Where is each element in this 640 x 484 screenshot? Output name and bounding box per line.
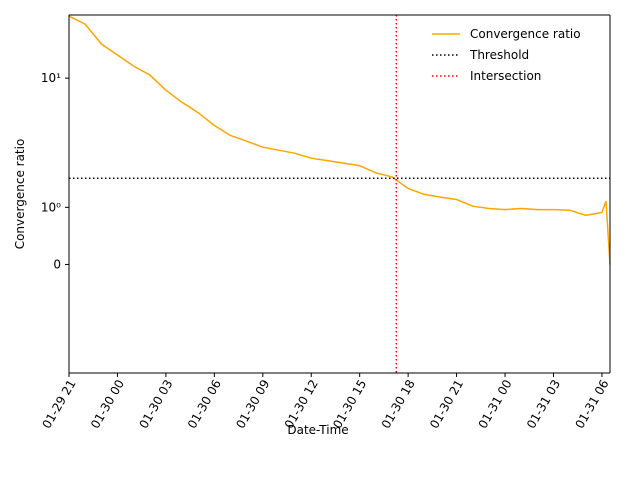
legend-label: Threshold bbox=[469, 48, 529, 62]
x-tick-label: 01-29 21 bbox=[40, 377, 79, 431]
series-line bbox=[68, 15, 611, 265]
legend-label: Convergence ratio bbox=[470, 27, 581, 41]
x-tick-label: 01-30 15 bbox=[330, 377, 369, 431]
x-tick-label: 01-30 21 bbox=[427, 377, 466, 431]
y-tick-label: 10⁰ bbox=[41, 200, 61, 214]
y-tick-label: 0 bbox=[53, 257, 61, 271]
x-tick-label: 01-30 03 bbox=[136, 377, 175, 431]
x-tick-label: 01-31 06 bbox=[572, 377, 611, 431]
x-tick-label: 01-30 18 bbox=[379, 377, 418, 431]
x-tick-label: 01-31 00 bbox=[476, 377, 515, 431]
x-tick-label: 01-31 03 bbox=[524, 377, 563, 431]
y-tick-label: 10¹ bbox=[41, 71, 61, 85]
y-axis-label: Convergence ratio bbox=[13, 139, 27, 250]
x-tick-label: 01-30 06 bbox=[185, 377, 224, 431]
x-tick-label: 01-30 00 bbox=[88, 377, 127, 431]
legend-label: Intersection bbox=[470, 69, 541, 83]
x-tick-label: 01-30 09 bbox=[233, 377, 272, 431]
x-axis-label: Date-Time bbox=[287, 423, 348, 437]
